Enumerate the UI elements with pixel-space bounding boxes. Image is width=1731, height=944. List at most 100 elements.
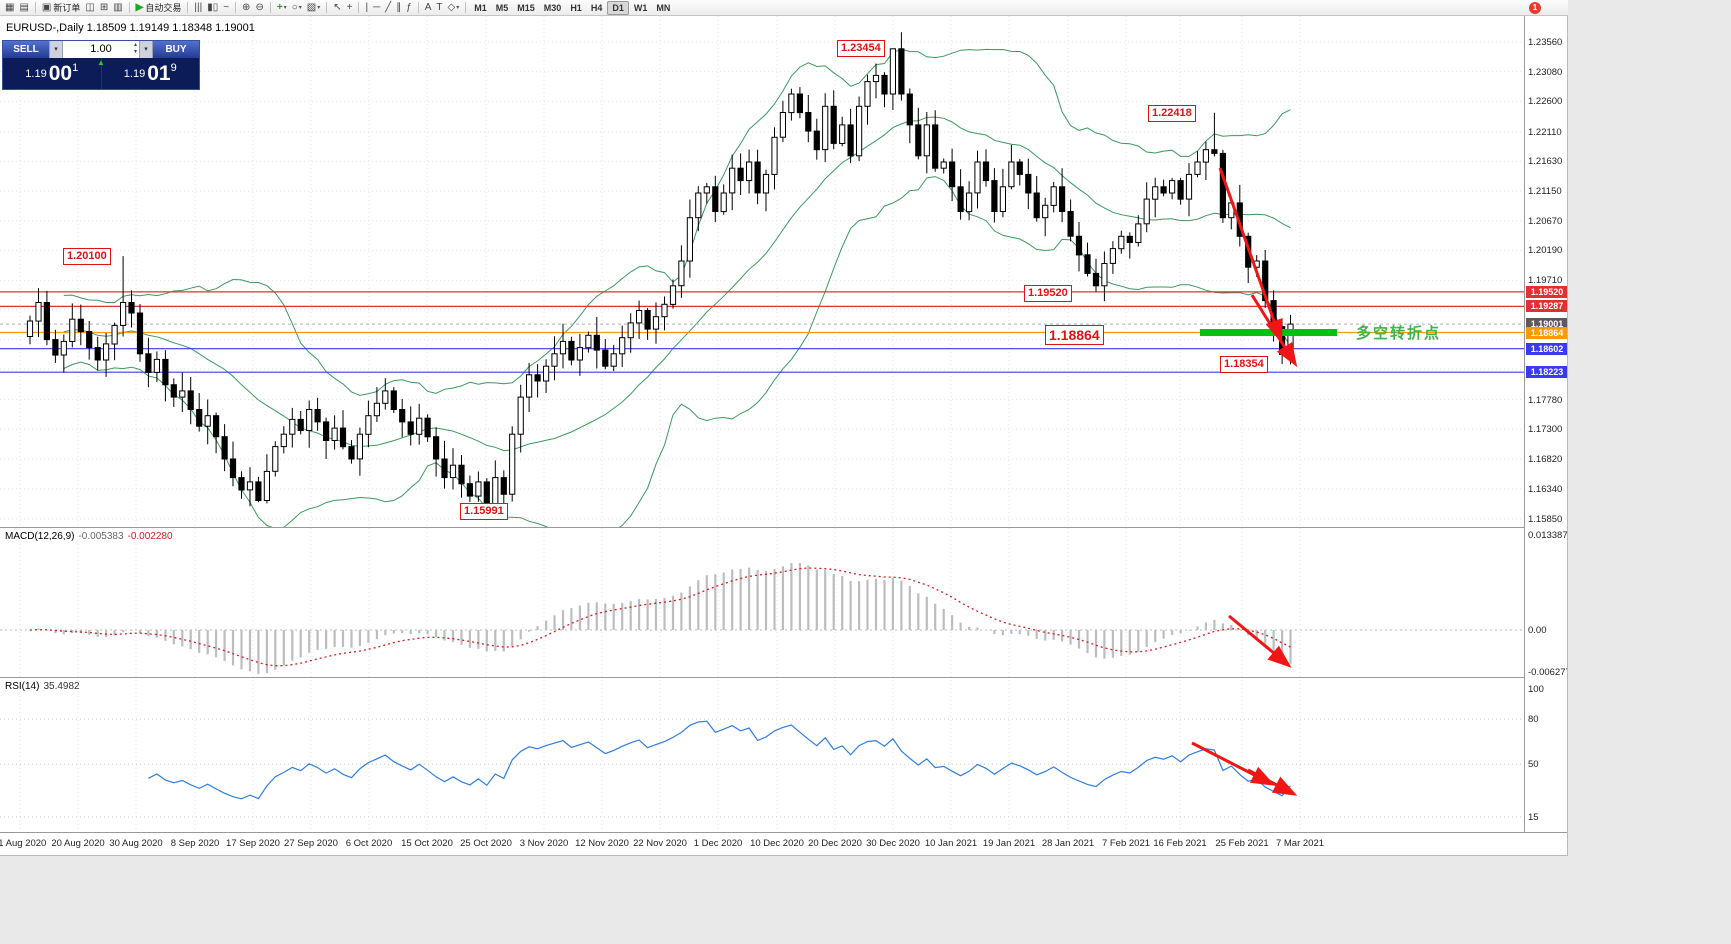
cycles-icon[interactable]: ○ ▾ [291,1,302,13]
rsi-indicator-label: RSI(14) 35.4982 [5,681,80,692]
sell-button[interactable]: SELL [3,41,49,58]
date-label: 30 Dec 2020 [866,838,920,849]
candlestick-chart-icon[interactable]: ▮▯ [207,1,219,13]
price-annotation[interactable]: 1.20100 [63,248,111,265]
macd-indicator-label: MACD(12,26,9) -0.005383 -0.002280 [5,531,173,542]
date-label: 1 Dec 2020 [693,838,743,849]
price-annotation[interactable]: 1.23454 [837,40,885,57]
macd-title: MACD(12,26,9) [5,531,75,542]
window-tile-icon[interactable]: ⊞ [99,1,109,13]
new-order-button[interactable]: ▣ 新订单 [41,1,81,14]
indicators-button[interactable]: + ▾ [276,1,287,13]
horizontal-line-icon[interactable]: ─ [373,1,381,13]
timeframe-h1-button[interactable]: H1 [570,2,582,13]
buy-price-display[interactable]: 1.19 01 9 [102,58,200,89]
timeframe-mn-button[interactable]: MN [656,2,671,13]
volume-spinner[interactable]: ▴ ▾ [133,42,137,55]
templates-icon[interactable]: ▧ ▾ [306,1,321,13]
rsi-pane [0,718,1524,818]
toolbar-separator [358,2,360,13]
price-annotation[interactable]: 1.22418 [1148,105,1196,122]
macd-trend-arrow[interactable] [1228,614,1292,668]
buy-price-sup: 9 [170,61,177,74]
buy-price-big: 01 [147,61,171,85]
price-axis-label: 1.16340 [1528,483,1563,495]
date-label: 11 Aug 2020 [0,838,47,849]
price-axis-label: 1.21630 [1528,156,1563,168]
pane-separator-rsi[interactable] [0,677,1567,678]
macd-pane [0,563,1524,674]
price-annotation[interactable]: 1.18864 [1045,325,1104,345]
vertical-line-icon[interactable]: | [365,1,369,13]
toolbar-separator [326,2,328,13]
date-label: 20 Dec 2020 [808,838,862,849]
chart-window: EURUSD-,Daily 1.18509 1.19149 1.18348 1.… [0,16,1568,856]
date-label: 17 Sep 2020 [226,838,280,849]
timeframe-m15-button[interactable]: M15 [517,2,535,13]
trend-arrows[interactable] [1218,167,1298,368]
price-annotation[interactable]: 1.19520 [1024,285,1072,302]
macd-scale-label: 0.013387 [1528,530,1568,541]
one-click-order-row: SELL ▾ 1.00 ▴ ▾ ▾ BUY [3,41,199,58]
volume-input[interactable]: 1.00 ▴ ▾ [63,41,139,58]
notification-badge[interactable]: 1 [1529,1,1541,14]
date-label: 3 Nov 2020 [519,838,569,849]
price-axis-label: 1.17300 [1528,424,1563,436]
time-axis[interactable]: 11 Aug 2020 20 Aug 2020 30 Aug 2020 8 Sep 2… [0,832,1567,855]
timeframe-d1-button[interactable]: D1 [607,0,629,15]
price-chart-canvas[interactable] [0,16,1524,856]
sell-dropdown-icon[interactable]: ▾ [49,41,63,58]
macd-signal-line [29,567,1291,667]
macd-histogram [28,563,1292,674]
shapes-icon[interactable]: ◇ ▾ [447,1,460,13]
sell-price-display[interactable]: 1.19 00 1 [3,58,102,89]
date-label: 7 Mar 2021 [1275,838,1325,849]
pane-separator-macd[interactable] [0,527,1567,528]
turning-point-highlight[interactable] [1200,329,1337,336]
buy-dropdown-icon[interactable]: ▾ [139,41,153,58]
date-label: 6 Oct 2020 [345,838,393,849]
rsi-title: RSI(14) [5,681,40,692]
autotrading-button[interactable]: ▶ 自动交易 [135,1,182,14]
cursor-icon[interactable]: ↖ [333,1,342,13]
data-window-icon[interactable]: ▥ [113,1,123,13]
zoom-out-icon[interactable]: ⊖ [255,1,264,13]
profiles-icon[interactable]: ▤ [19,1,29,13]
price-axis-label: 1.17780 [1528,394,1563,406]
timeframe-m1-button[interactable]: M1 [474,2,487,13]
turning-point-note[interactable]: 多空转折点 [1356,325,1442,342]
bar-chart-icon[interactable]: ||| [194,1,203,13]
window-cascade-icon[interactable]: ◫ [85,1,95,13]
new-chart-icon[interactable]: ▦ [5,1,15,13]
crosshair-icon[interactable]: + [346,1,353,13]
buy-price-head: 1.19 [123,67,146,80]
price-annotation[interactable]: 1.15991 [460,503,508,520]
fibonacci-icon[interactable]: ƒ [406,1,412,13]
price-axis[interactable]: 1.23560 1.23080 1.22600 1.22110 1.21630 1.211… [1524,16,1568,832]
channel-icon[interactable]: ∥ [396,1,402,13]
date-label: 10 Dec 2020 [750,838,804,849]
zoom-in-icon[interactable]: ⊕ [242,1,251,13]
date-label: 27 Sep 2020 [284,838,338,849]
buy-button[interactable]: BUY [153,41,199,58]
label-icon[interactable]: T [436,1,443,13]
date-label: 22 Nov 2020 [633,838,687,849]
timeframe-m5-button[interactable]: M5 [495,2,509,13]
toolbar-separator [128,2,130,13]
date-label: 7 Feb 2021 [1101,838,1151,849]
toolbar-separator [235,2,237,13]
text-icon[interactable]: A [424,1,432,13]
line-chart-icon[interactable]: ~ [223,1,230,13]
price-annotation[interactable]: 1.18354 [1220,356,1268,373]
timeframe-w1-button[interactable]: W1 [633,2,648,13]
trendline-icon[interactable]: ╱ [385,1,392,13]
timeframe-h4-button[interactable]: H4 [590,2,603,13]
rsi-trend-arrow[interactable] [1247,768,1298,796]
date-label: 15 Oct 2020 [401,838,453,849]
grid-layer [0,16,1524,832]
toolbar-separator [465,2,467,13]
price-axis-label: 1.16820 [1528,453,1563,465]
toolbar-separator [34,2,36,13]
date-label: 8 Sep 2020 [170,838,220,849]
timeframe-m30-button[interactable]: M30 [543,2,562,13]
